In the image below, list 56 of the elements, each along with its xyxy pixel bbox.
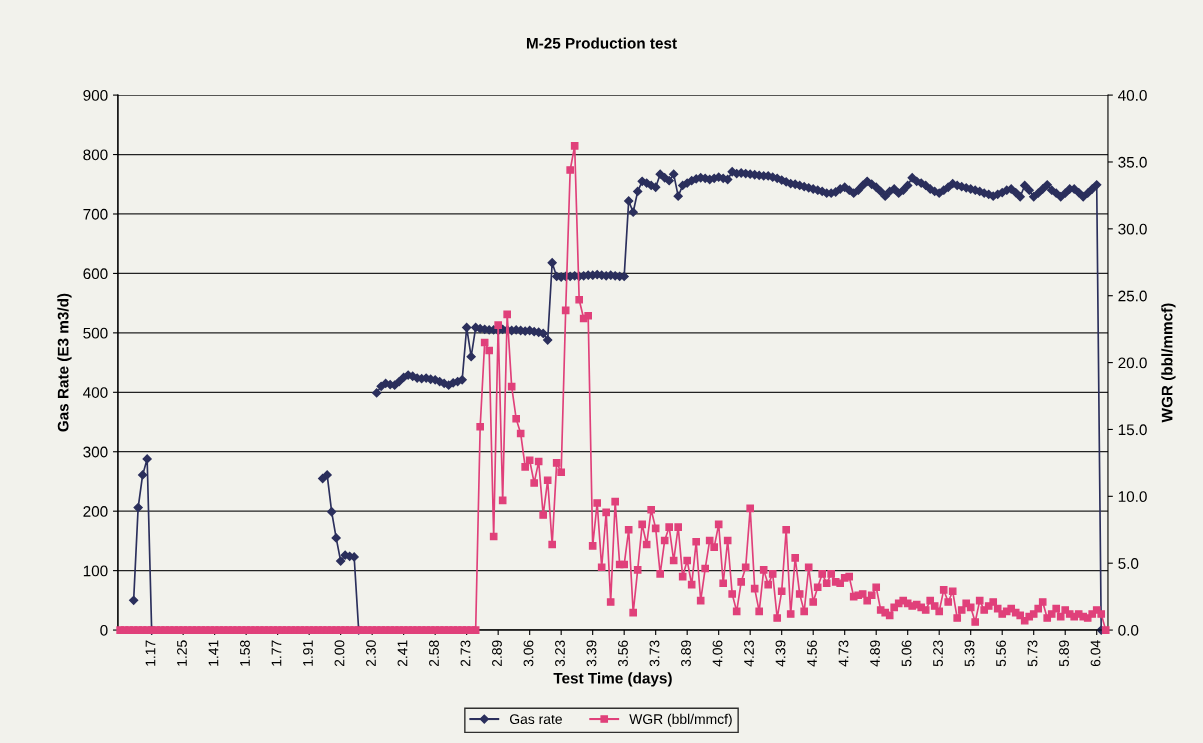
x-tick-label: 2.30 [366, 640, 376, 667]
x-tick-label: 5.56 [996, 640, 1006, 667]
legend-label: Gas rate [509, 714, 562, 725]
x-tick-label: 1.41 [208, 640, 219, 666]
x-tick-label: 1.58 [240, 640, 250, 666]
y-tick-label: 900 [83, 89, 108, 101]
x-tick-label: 3.39 [586, 640, 597, 667]
y-tick-label: 0 [100, 624, 108, 636]
y2-tick-label: 20.0 [1118, 357, 1147, 369]
y-tick-label: 800 [83, 149, 108, 161]
x-axis-title: Test Time (days) [553, 672, 672, 687]
x-tick-label: 2.89 [492, 640, 502, 667]
y2-tick-label: 15.0 [1118, 424, 1147, 436]
x-tick-label: 5.23 [933, 640, 943, 667]
x-tick-label: 4.73 [838, 640, 849, 667]
y2-tick-label: 35.0 [1118, 156, 1147, 168]
y-axis-title: Gas Rate (E3 m3/d) [57, 293, 72, 432]
x-tick-label: 3.06 [523, 640, 534, 667]
y2-tick-label: 10.0 [1118, 491, 1147, 503]
y2-tick-label: 0.0 [1118, 624, 1139, 636]
y2-tick-label: 5.0 [1118, 558, 1139, 569]
x-tick-label: 1.77 [271, 640, 282, 666]
y2-tick-label: 40.0 [1118, 89, 1147, 101]
y2-axis-title: WGR (bbl/mmcf) [1161, 303, 1176, 423]
x-tick-label: 3.73 [649, 640, 660, 667]
x-tick-label: 6.04 [1090, 640, 1101, 667]
x-tick-label: 5.73 [1027, 640, 1038, 667]
y-tick-label: 200 [83, 506, 108, 517]
x-tick-label: 2.73 [460, 640, 471, 667]
x-tick-label: 5.06 [901, 640, 912, 667]
x-tick-label: 5.89 [1059, 640, 1069, 667]
x-tick-label: 2.58 [429, 640, 439, 667]
x-tick-label: 2.41 [397, 640, 408, 667]
x-tick-label: 1.17 [145, 640, 156, 666]
x-tick-label: 2.00 [334, 640, 345, 667]
x-tick-label: 1.25 [177, 640, 187, 666]
x-tick-label: 3.56 [618, 640, 628, 667]
y-tick-label: 300 [83, 446, 108, 458]
y2-tick-label: 25.0 [1118, 290, 1147, 302]
x-tick-label: 3.89 [681, 640, 691, 667]
y2-tick-label: 30.0 [1118, 223, 1147, 235]
x-tick-label: 1.91 [303, 640, 313, 666]
x-tick-label: 4.89 [870, 640, 880, 667]
x-tick-label: 4.56 [807, 640, 817, 667]
y-tick-label: 400 [83, 387, 108, 398]
y-tick-label: 100 [83, 565, 108, 577]
y-tick-label: 600 [83, 268, 108, 280]
x-tick-label: 4.06 [712, 640, 723, 667]
x-tick-label: 4.23 [744, 640, 754, 667]
x-tick-label: 4.39 [775, 640, 786, 667]
y-tick-label: 700 [83, 208, 108, 220]
chart-title: M-25 Production test [526, 37, 677, 49]
x-tick-label: 5.39 [964, 640, 975, 667]
x-tick-label: 3.23 [555, 640, 565, 667]
y-tick-label: 500 [83, 327, 108, 339]
legend-label: WGR (bbl/mmcf) [629, 713, 732, 727]
